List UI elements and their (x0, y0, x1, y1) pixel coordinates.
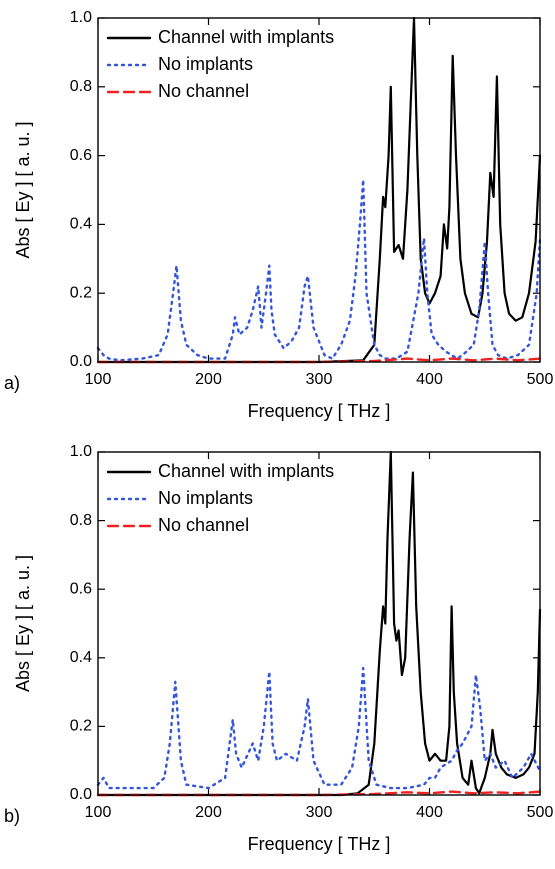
y-axis-label: Abs [ Ey ] [ a. u. ] (13, 121, 33, 258)
x-tick-label: 100 (85, 371, 112, 388)
y-tick-label: 0.0 (70, 353, 92, 370)
series-line (96, 450, 542, 797)
plot-frame (97, 451, 541, 796)
x-tick-label: 300 (306, 371, 333, 388)
x-tick-label: 500 (527, 371, 554, 388)
y-tick-label: 0.6 (70, 147, 92, 164)
y-tick-label: 1.0 (70, 9, 92, 26)
x-tick-label: 300 (306, 804, 333, 821)
y-tick-label: 0.8 (70, 512, 92, 529)
x-tick-label: 400 (416, 804, 443, 821)
legend-label: No implants (158, 488, 253, 508)
y-tick-label: 0.4 (70, 216, 92, 233)
x-tick-label: 200 (195, 804, 222, 821)
plot-frame (97, 17, 541, 363)
series-line (96, 178, 542, 362)
panel-label: b) (4, 806, 20, 826)
y-axis-label: Abs [ Ey ] [ a. u. ] (13, 555, 33, 692)
y-tick-label: 0.8 (70, 78, 92, 95)
x-tick-label: 400 (416, 371, 443, 388)
x-axis-label: Frequency [ THz ] (248, 401, 391, 421)
series-line (96, 16, 542, 364)
y-tick-label: 0.0 (70, 786, 92, 803)
y-tick-label: 0.2 (70, 718, 92, 735)
y-tick-label: 0.6 (70, 580, 92, 597)
x-tick-label: 100 (85, 804, 112, 821)
legend-label: No implants (158, 54, 253, 74)
x-axis-label: Frequency [ THz ] (248, 834, 391, 854)
x-tick-label: 200 (195, 371, 222, 388)
legend-label: Channel with implants (158, 461, 334, 481)
legend-label: No channel (158, 81, 249, 101)
y-tick-label: 0.2 (70, 284, 92, 301)
x-tick-label: 500 (527, 804, 554, 821)
y-tick-label: 0.4 (70, 649, 92, 666)
series-line (96, 666, 542, 790)
legend-label: Channel with implants (158, 27, 334, 47)
y-tick-label: 1.0 (70, 443, 92, 460)
legend-label: No channel (158, 515, 249, 535)
panel-label: a) (4, 373, 20, 393)
